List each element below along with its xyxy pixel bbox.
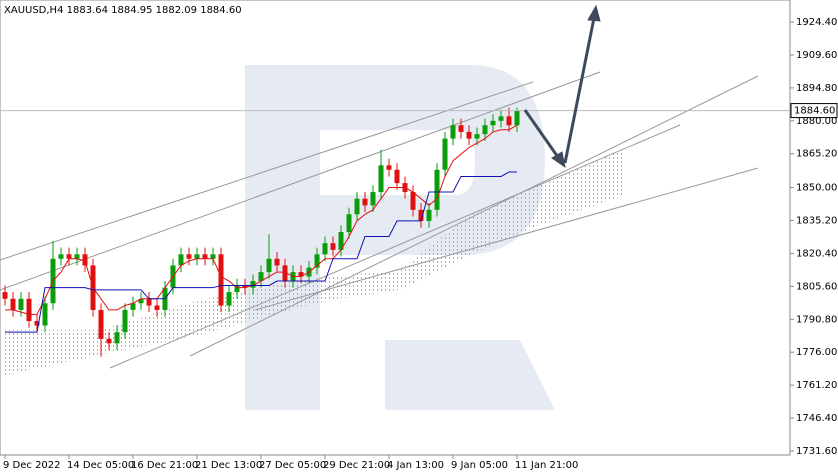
candle-body: [234, 285, 240, 293]
candle-body: [354, 198, 360, 215]
candle-body: [2, 292, 8, 299]
forecast-arrows: [523, 4, 601, 169]
candle-body: [66, 254, 72, 259]
candle-body: [474, 134, 480, 139]
candle-body: [426, 209, 432, 221]
candle-body: [26, 298, 32, 322]
candle-body: [378, 165, 384, 193]
y-tick-label: 1865.20: [796, 149, 837, 160]
ichimoku-cloud: [5, 148, 625, 375]
x-tick-label: 21 Dec 13:00: [195, 460, 262, 471]
x-tick-label: 4 Jan 13:00: [387, 460, 444, 471]
y-tick-label: 1909.60: [796, 50, 837, 61]
candle-body: [282, 265, 288, 282]
candle-body: [322, 243, 328, 255]
candle-body: [386, 165, 392, 170]
candle-body: [338, 232, 344, 250]
candle-body: [130, 303, 136, 310]
chart-title: XAUUSD,H4 1883.64 1884.95 1882.09 1884.6…: [4, 5, 242, 16]
x-tick-label: 9 Dec 2022: [3, 460, 61, 471]
candle-body: [98, 309, 104, 339]
candle-body: [418, 209, 424, 221]
trend-lines: [0, 71, 759, 369]
candle-body: [210, 254, 216, 259]
candle-body: [58, 254, 64, 259]
candle-body: [18, 298, 24, 310]
candle-body: [330, 243, 336, 250]
y-tick-label: 1880.00: [796, 116, 837, 127]
y-tick-label: 1776.00: [796, 347, 837, 358]
y-tick-label: 1731.60: [796, 446, 837, 457]
candle-body: [250, 281, 256, 288]
watermark: [245, 65, 555, 410]
candle-body: [194, 254, 200, 259]
candle-body: [226, 292, 232, 306]
y-tick-label: 1746.40: [796, 413, 837, 424]
candle-body: [258, 272, 264, 282]
x-tick-label: 16 Dec 21:00: [131, 460, 198, 471]
y-tick-label: 1835.20: [796, 215, 837, 226]
candle-body: [266, 258, 272, 273]
candle-body: [114, 332, 120, 344]
candle-body: [154, 305, 160, 310]
candle-body: [458, 125, 464, 132]
candle-body: [34, 321, 40, 326]
candle-body: [370, 192, 376, 206]
candle-body: [218, 254, 224, 306]
price-label-box: [790, 103, 838, 119]
y-tick-label: 1820.40: [796, 248, 837, 259]
candle-body: [498, 116, 504, 121]
price-label: 1884.60: [794, 106, 835, 117]
x-tick-label: 14 Dec 05:00: [67, 460, 134, 471]
candle-body: [314, 254, 320, 268]
candle-body: [74, 254, 80, 259]
candle-body: [346, 214, 352, 233]
candle-body: [442, 138, 448, 170]
y-tick-label: 1924.40: [796, 17, 837, 28]
candle-body: [434, 169, 440, 210]
indicator-line: [5, 171, 517, 333]
y-tick-label: 1761.20: [796, 380, 837, 391]
candle-body: [186, 254, 192, 259]
candle-body: [394, 169, 400, 184]
candle-body: [362, 198, 368, 206]
candle-body: [410, 192, 416, 210]
candle-body: [242, 285, 248, 288]
x-tick-label: 9 Jan 05:00: [451, 460, 508, 471]
x-tick-label: 29 Dec 21:00: [323, 460, 390, 471]
candle-body: [122, 309, 128, 333]
y-tick-label: 1894.80: [796, 83, 837, 94]
candle-body: [506, 116, 512, 126]
y-tick-label: 1850.00: [796, 183, 837, 194]
indicator-line: [5, 124, 518, 315]
candle-body: [10, 298, 16, 310]
candle-body: [298, 272, 304, 277]
candle-body: [466, 131, 472, 139]
candle-body: [490, 120, 496, 126]
candle-body: [138, 298, 144, 304]
candle-body: [202, 254, 208, 259]
candle-body: [106, 338, 112, 344]
candle-body: [482, 125, 488, 135]
y-tick-label: 1805.60: [796, 281, 837, 292]
candle-body: [514, 110, 520, 126]
candle-body: [82, 254, 88, 266]
candle-body: [178, 254, 184, 266]
candle-body: [450, 125, 456, 139]
candle-body: [42, 303, 48, 326]
y-tick-label: 1790.80: [796, 314, 837, 325]
x-tick-label: 11 Jan 21:00: [515, 460, 578, 471]
x-tick-label: 27 Dec 05:00: [259, 460, 326, 471]
candle-body: [274, 258, 280, 266]
candle-body: [146, 298, 152, 306]
